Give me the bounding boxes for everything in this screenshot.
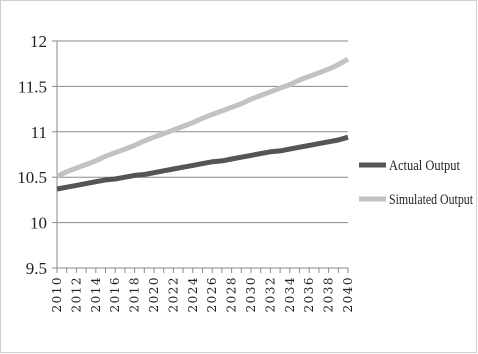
x-tick-label: 2034 (283, 276, 297, 313)
x-tick-label: 2024 (186, 276, 200, 313)
x-tick-label: 2028 (225, 276, 239, 313)
x-tick-label: 2040 (341, 276, 355, 313)
series-lines (55, 57, 350, 192)
y-tick-label: 9.5 (26, 259, 47, 278)
x-tick-label: 2030 (244, 276, 258, 313)
y-tick-label: 11.5 (18, 77, 47, 96)
y-tick-label: 12 (30, 32, 47, 51)
y-tick-label: 10 (30, 214, 47, 233)
y-tick-label: 11 (31, 123, 47, 142)
series-line-simulated-output (55, 57, 350, 179)
legend-label: Simulated Output (389, 192, 474, 208)
x-tick-label: 2014 (89, 276, 103, 313)
x-tick-label: 2018 (128, 276, 142, 313)
x-tick-label: 2038 (322, 276, 336, 313)
y-tick-label: 10.5 (17, 168, 47, 187)
x-tick-label: 2032 (263, 276, 277, 313)
legend-label: Actual Output (389, 158, 461, 174)
x-tick-label: 2022 (166, 276, 180, 313)
x-tick-label: 2010 (50, 276, 64, 313)
x-tick-label: 2026 (205, 276, 219, 313)
x-axis: 2010 2012 2014 2016 2018 2020 2022 2024 2026 2028… (50, 267, 355, 313)
legend: Actual Output Simulated Output (359, 158, 474, 208)
x-tick-label: 2036 (302, 276, 316, 313)
x-tick-label: 2016 (108, 276, 122, 313)
y-axis: 9.5 10 10.5 11 11.5 12 (17, 32, 58, 278)
grid-lines (57, 40, 348, 269)
series-line-actual-output (56, 134, 349, 192)
x-tick-label: 2012 (69, 276, 83, 313)
x-tick-label: 2020 (147, 276, 161, 313)
